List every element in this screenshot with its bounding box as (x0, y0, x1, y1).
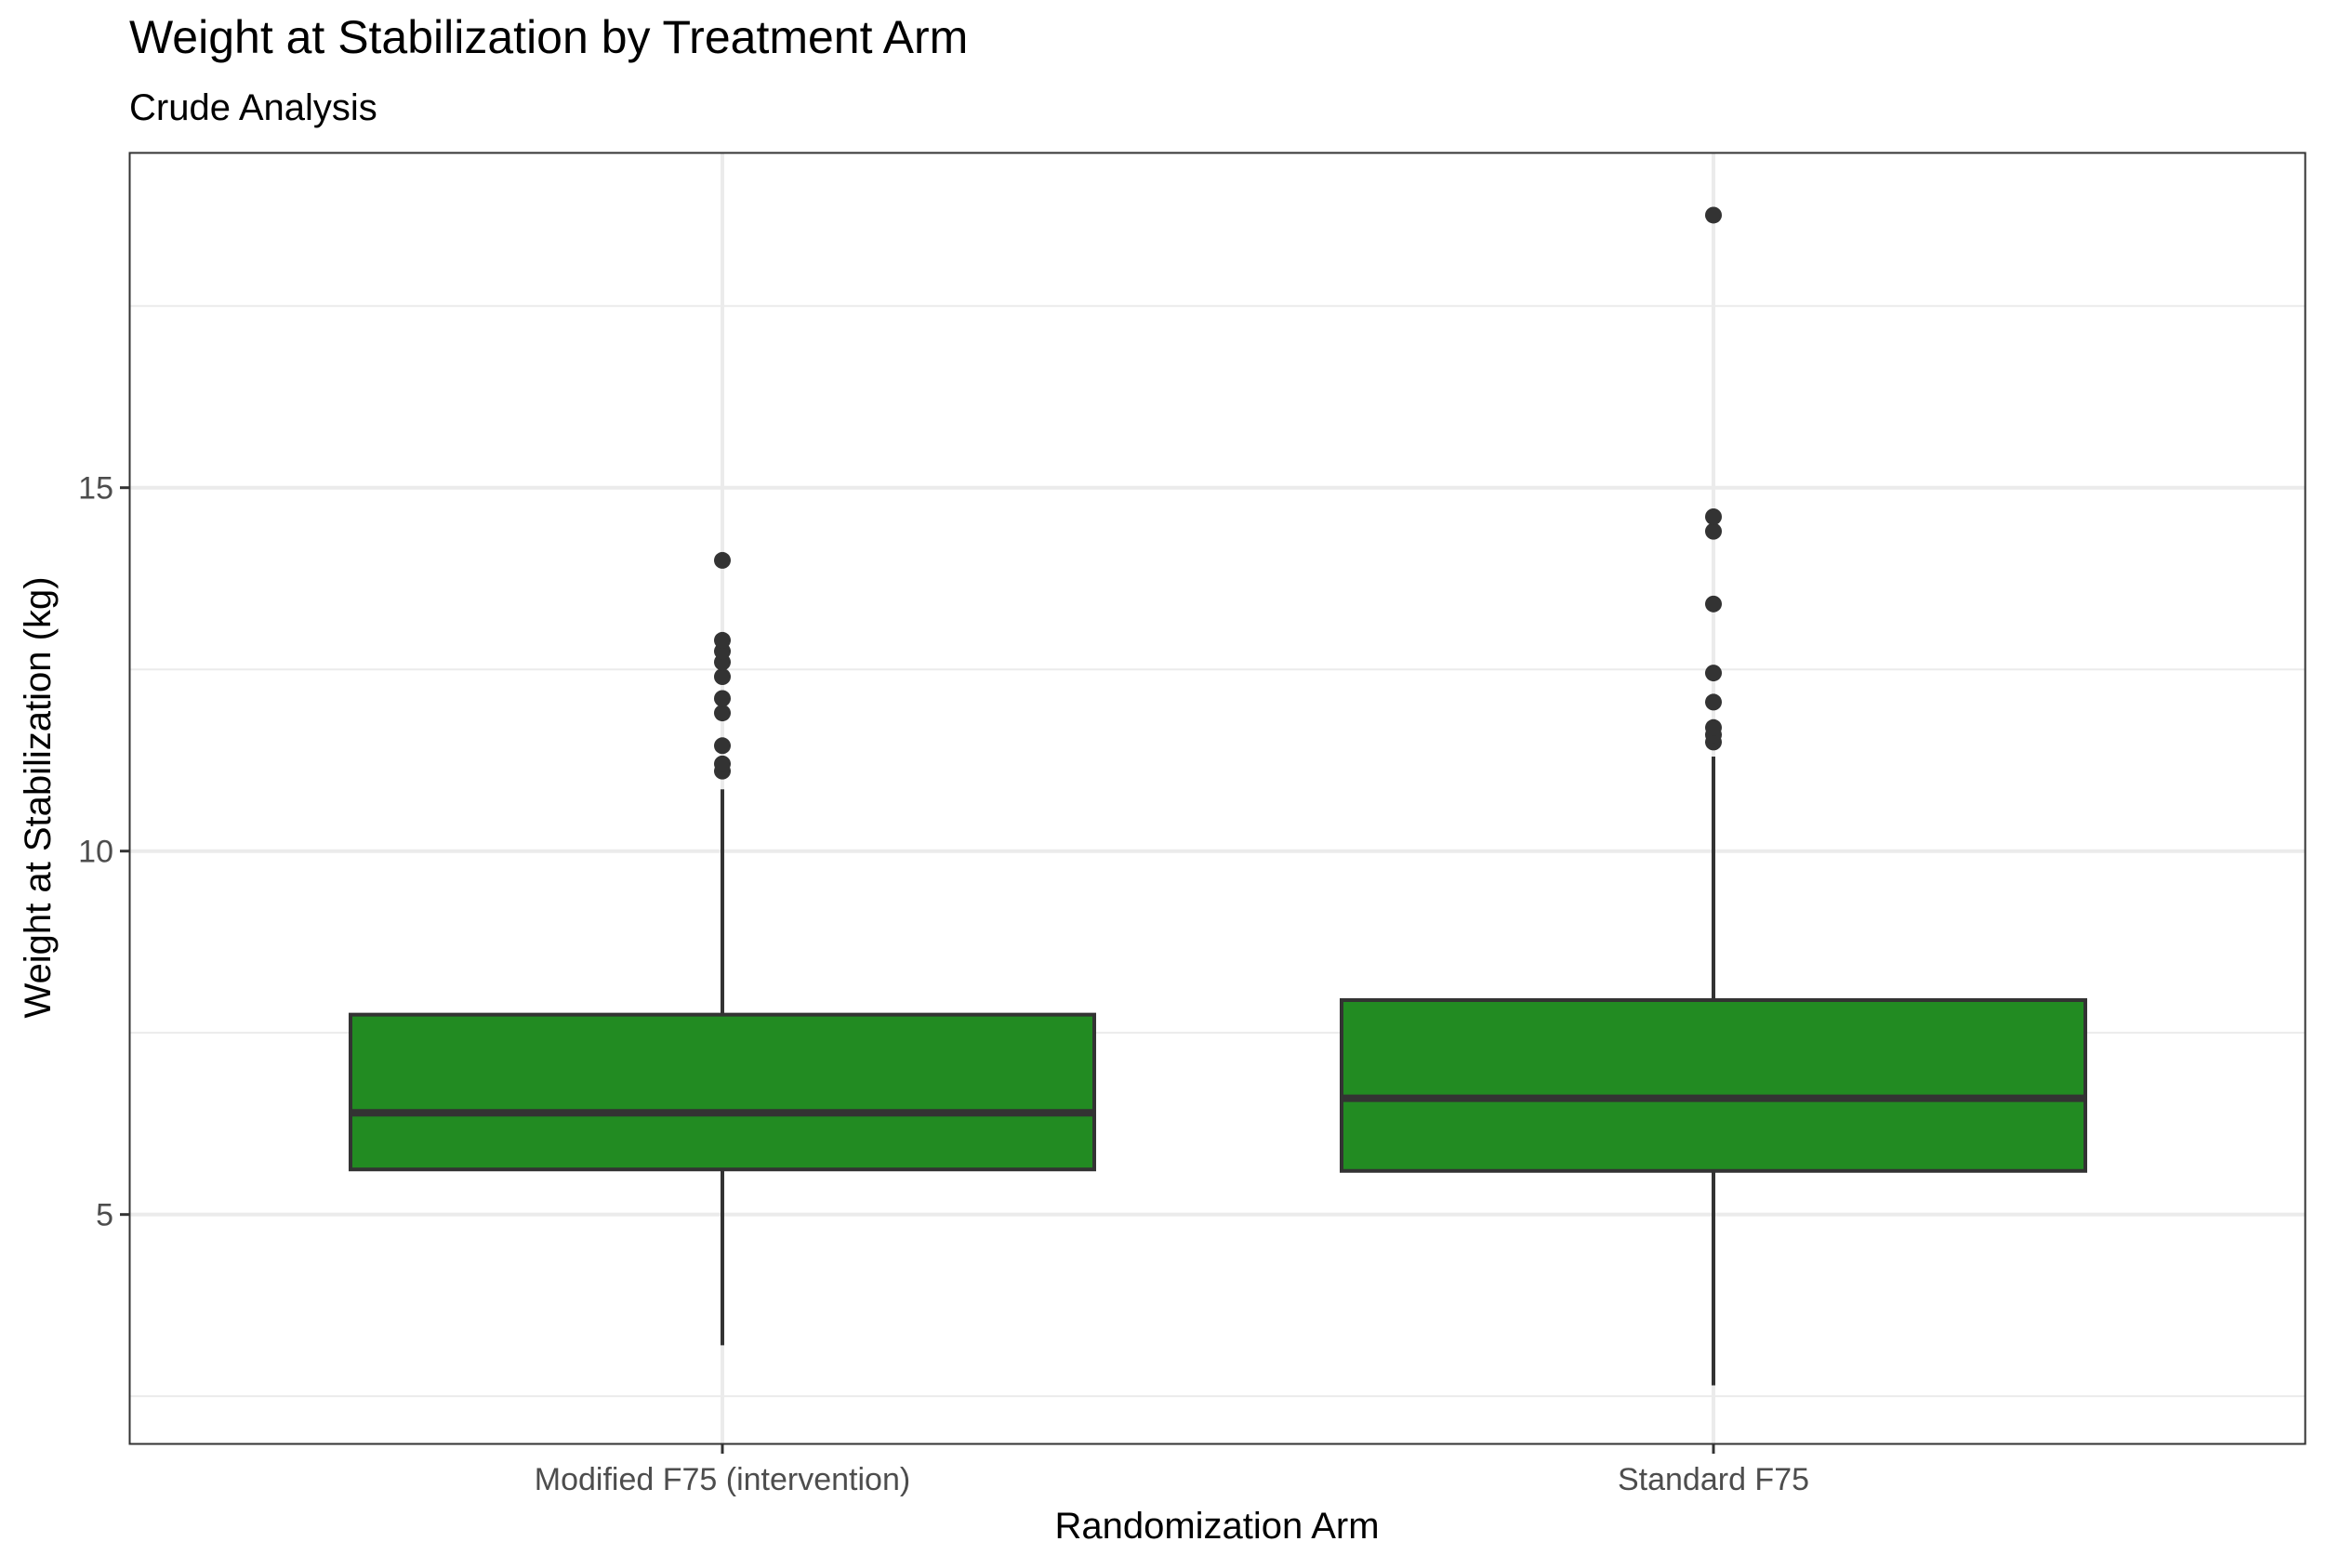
box-group (1340, 206, 2087, 1386)
box-iqr (1340, 997, 2087, 1173)
x-tick-label: Modified F75 (intervention) (535, 1462, 910, 1497)
chart-title: Weight at Stabilization by Treatment Arm (129, 11, 968, 63)
outlier-point (714, 755, 731, 772)
y-tick-label: 15 (78, 471, 113, 507)
outlier-point (1705, 522, 1722, 540)
outlier-point (1705, 595, 1722, 613)
outlier-point (714, 737, 731, 755)
y-axis-title: Weight at Stabilization (kg) (18, 576, 59, 1018)
box-layer (349, 206, 2087, 1386)
outlier-point (1705, 507, 1722, 525)
y-tick-label: 10 (78, 835, 113, 870)
outlier-point (714, 668, 731, 686)
outlier-point (714, 631, 731, 649)
y-tick-label: 5 (96, 1198, 113, 1233)
box-iqr (349, 1012, 1096, 1172)
x-axis-title: Randomization Arm (1054, 1506, 1379, 1547)
outlier-point (1705, 693, 1722, 711)
chart-subtitle: Crude Analysis (129, 87, 377, 128)
box-group (349, 551, 1096, 1346)
plot-border (128, 152, 2307, 1445)
outlier-point (1705, 206, 1722, 224)
x-tick-label: Standard F75 (1618, 1462, 1809, 1497)
outlier-point (714, 551, 731, 569)
outlier-point (1705, 718, 1722, 736)
plot-panel (129, 152, 2306, 1444)
axis-layer: 5 10 15 Modified F75 (intervention) Standard… (78, 471, 1809, 1497)
outlier-point (714, 705, 731, 722)
outlier-point (714, 690, 731, 707)
outlier-point (1705, 665, 1722, 682)
